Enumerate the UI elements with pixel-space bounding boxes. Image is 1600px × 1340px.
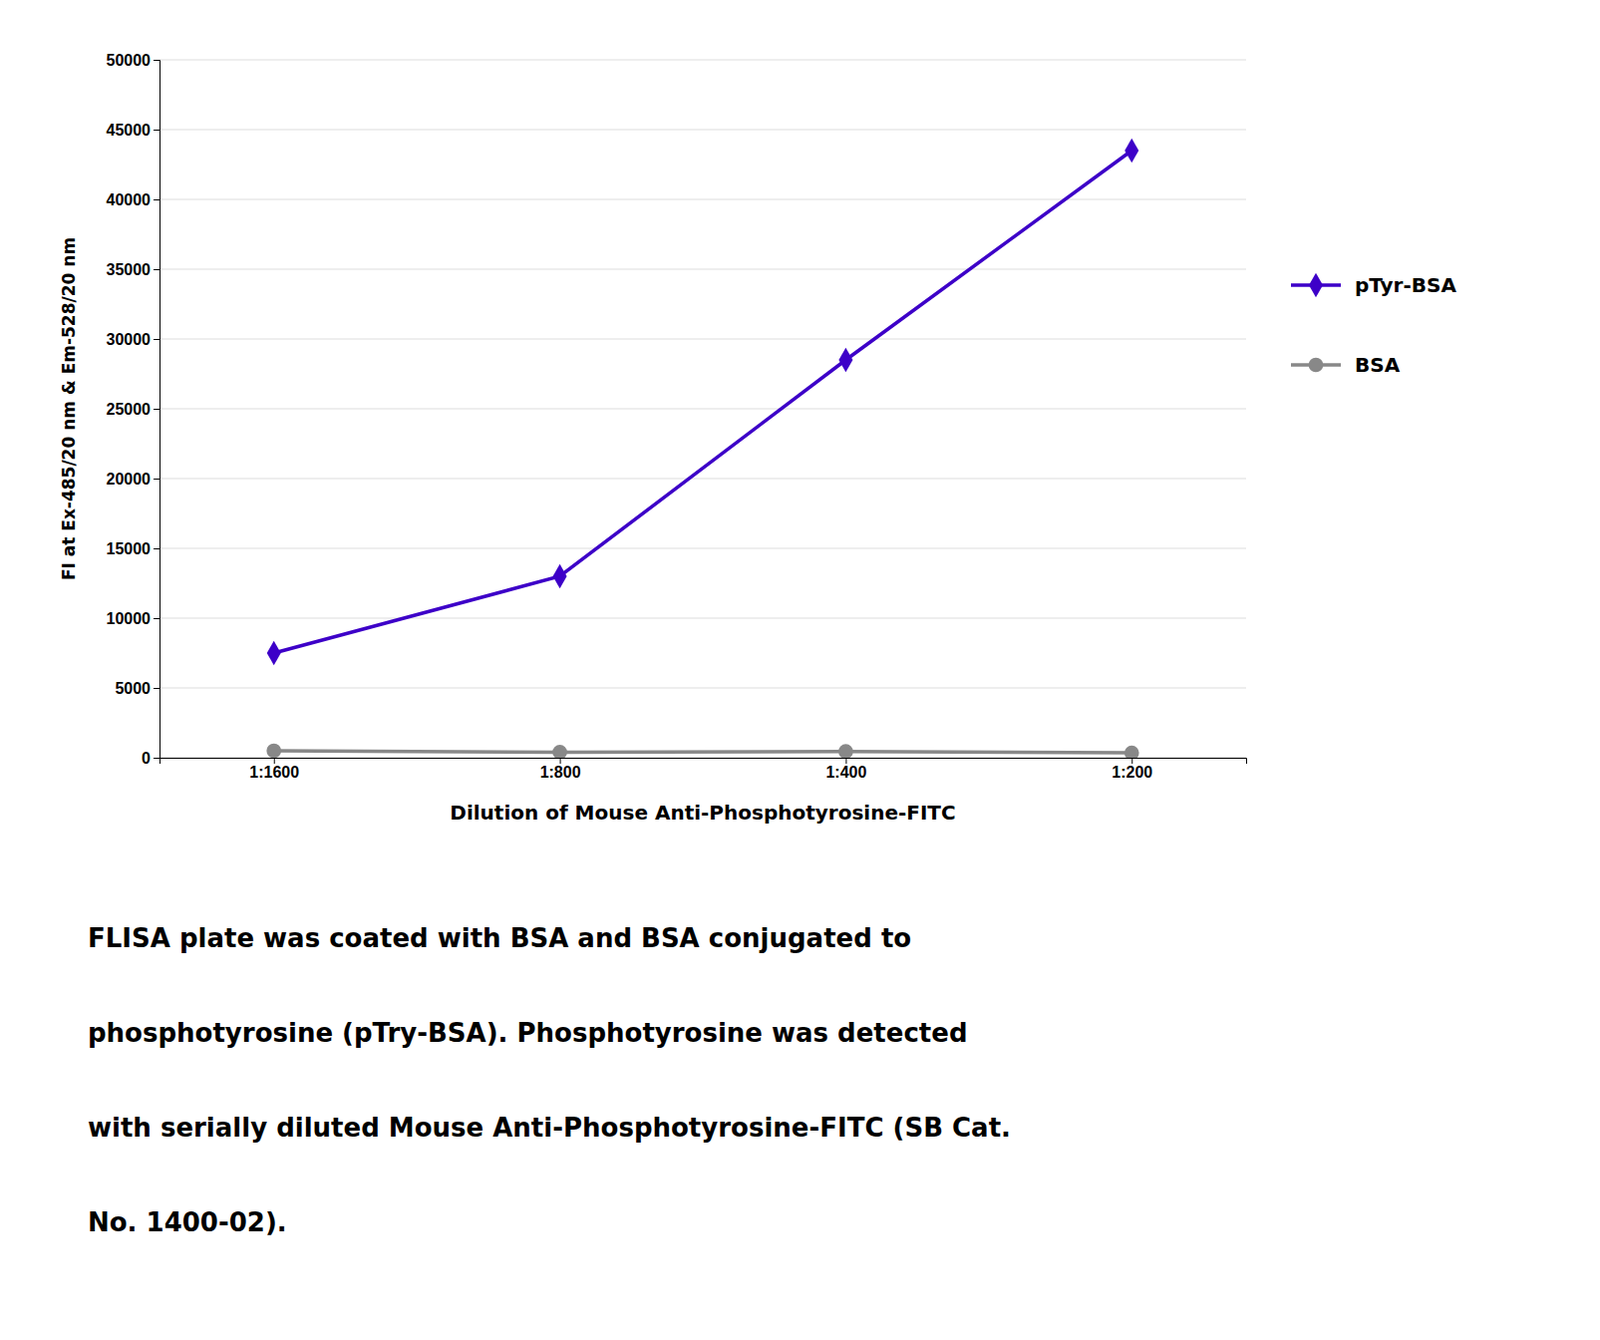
x-tick-label: 1:200: [1111, 763, 1153, 781]
caption-line: No. 1400-02).: [87, 1207, 288, 1238]
x-axis-line: [160, 758, 1248, 765]
grid-line: [159, 269, 1247, 271]
chart: 0 5000 10000 15000 20000 25000 30000 35000 40000…: [0, 0, 1600, 1340]
x-tick-mark: [560, 757, 562, 764]
x-tick-label: 1:1600: [249, 763, 300, 781]
y-tick: 50000: [106, 51, 161, 69]
y-tick-mark: [153, 687, 160, 689]
y-tick-label: 5000: [114, 679, 151, 697]
y-tick-label: 20000: [106, 470, 152, 488]
y-tick-mark: [153, 548, 160, 550]
y-tick-label: 15000: [106, 540, 152, 558]
x-tick-label: 1:800: [540, 763, 582, 781]
grid-line: [159, 338, 1247, 340]
grid-line: [159, 59, 1247, 61]
y-tick: 45000: [106, 121, 161, 139]
y-tick: 5000: [114, 679, 160, 697]
legend-symbol: [1308, 357, 1324, 373]
y-tick: 30000: [106, 330, 161, 348]
y-tick-mark: [153, 269, 160, 271]
caption-line: with serially diluted Mouse Anti-Phospho…: [87, 1112, 1011, 1143]
y-tick-label: 25000: [106, 400, 152, 418]
legend-label: pTyr-BSA: [1354, 273, 1457, 298]
x-tick-label: 1:400: [825, 763, 867, 781]
y-tick: 20000: [106, 470, 161, 488]
legend-item: BSA: [1290, 352, 1401, 377]
y-axis-line: [153, 60, 161, 759]
grid-line: [159, 478, 1247, 480]
y-tick-mark: [153, 199, 160, 201]
y-tick-label: 0: [141, 749, 151, 767]
point: [267, 640, 282, 665]
point: [1124, 745, 1140, 758]
plot: 0 5000 10000 15000 20000 25000 30000 35000 40000…: [106, 51, 1248, 782]
legend: pTyr-BSA BSA: [1290, 273, 1457, 377]
y-tick-label: 40000: [106, 191, 152, 209]
y-tick: 40000: [106, 191, 161, 209]
marks: [266, 138, 1139, 758]
y-axis-title: FI at Ex-485/20 nm & Em-528/20 nm: [58, 237, 79, 581]
point: [1124, 138, 1139, 163]
series-line: [274, 150, 1133, 653]
point: [552, 744, 568, 758]
series: [267, 138, 1140, 665]
y-tick: 35000: [106, 261, 161, 279]
y-axis: 0 5000 10000 15000 20000 25000 30000 35000 40000…: [106, 51, 161, 767]
x-axis: 1:1600 1:800 1:400 1:200: [160, 757, 1248, 781]
caption-line: phosphotyrosine (pTry-BSA). Phosphotyros…: [87, 1017, 968, 1048]
x-tick: 1:1600: [249, 757, 300, 781]
series: [266, 743, 1139, 758]
y-tick-label: 35000: [106, 261, 152, 279]
x-tick: 1:400: [825, 757, 867, 781]
y-tick: 0: [141, 749, 160, 767]
y-tick-label: 30000: [106, 330, 152, 348]
grid-line: [159, 618, 1247, 620]
y-tick: 10000: [106, 610, 161, 628]
point: [838, 347, 853, 372]
grid-line: [159, 129, 1247, 131]
y-tick-label: 50000: [106, 51, 152, 69]
caption: FLISA plate was coated with BSA and BSA …: [87, 923, 1011, 1238]
y-tick-mark: [153, 757, 160, 759]
x-tick-mark: [274, 757, 276, 764]
y-tick-mark: [153, 408, 160, 410]
series-line: [274, 750, 1133, 753]
y-tick-mark: [153, 338, 160, 340]
legend-item: pTyr-BSA: [1290, 273, 1457, 298]
grid-line: [159, 687, 1247, 689]
legend-symbol: [1308, 273, 1323, 298]
y-tick-label: 45000: [106, 121, 152, 139]
grid-line: [159, 548, 1247, 550]
y-tick-mark: [153, 478, 160, 480]
y-tick: 15000: [106, 540, 161, 558]
y-tick-label: 10000: [106, 610, 152, 628]
y-tick: 25000: [106, 400, 161, 418]
grid: [159, 59, 1247, 758]
grid-line: [159, 408, 1247, 410]
point: [838, 743, 854, 758]
grid-line: [159, 199, 1247, 201]
y-tick-mark: [153, 618, 160, 620]
x-axis-title: Dilution of Mouse Anti-Phosphotyrosine-F…: [449, 800, 956, 825]
x-tick: 1:200: [1111, 757, 1153, 781]
y-tick-mark: [153, 59, 160, 61]
legend-label: BSA: [1354, 352, 1401, 377]
point: [553, 564, 568, 589]
caption-line: FLISA plate was coated with BSA and BSA …: [87, 923, 912, 954]
x-tick: 1:800: [540, 757, 582, 781]
point: [266, 743, 282, 758]
x-tick-mark: [1131, 757, 1133, 764]
x-tick-mark: [845, 757, 847, 764]
y-tick-mark: [153, 129, 160, 131]
